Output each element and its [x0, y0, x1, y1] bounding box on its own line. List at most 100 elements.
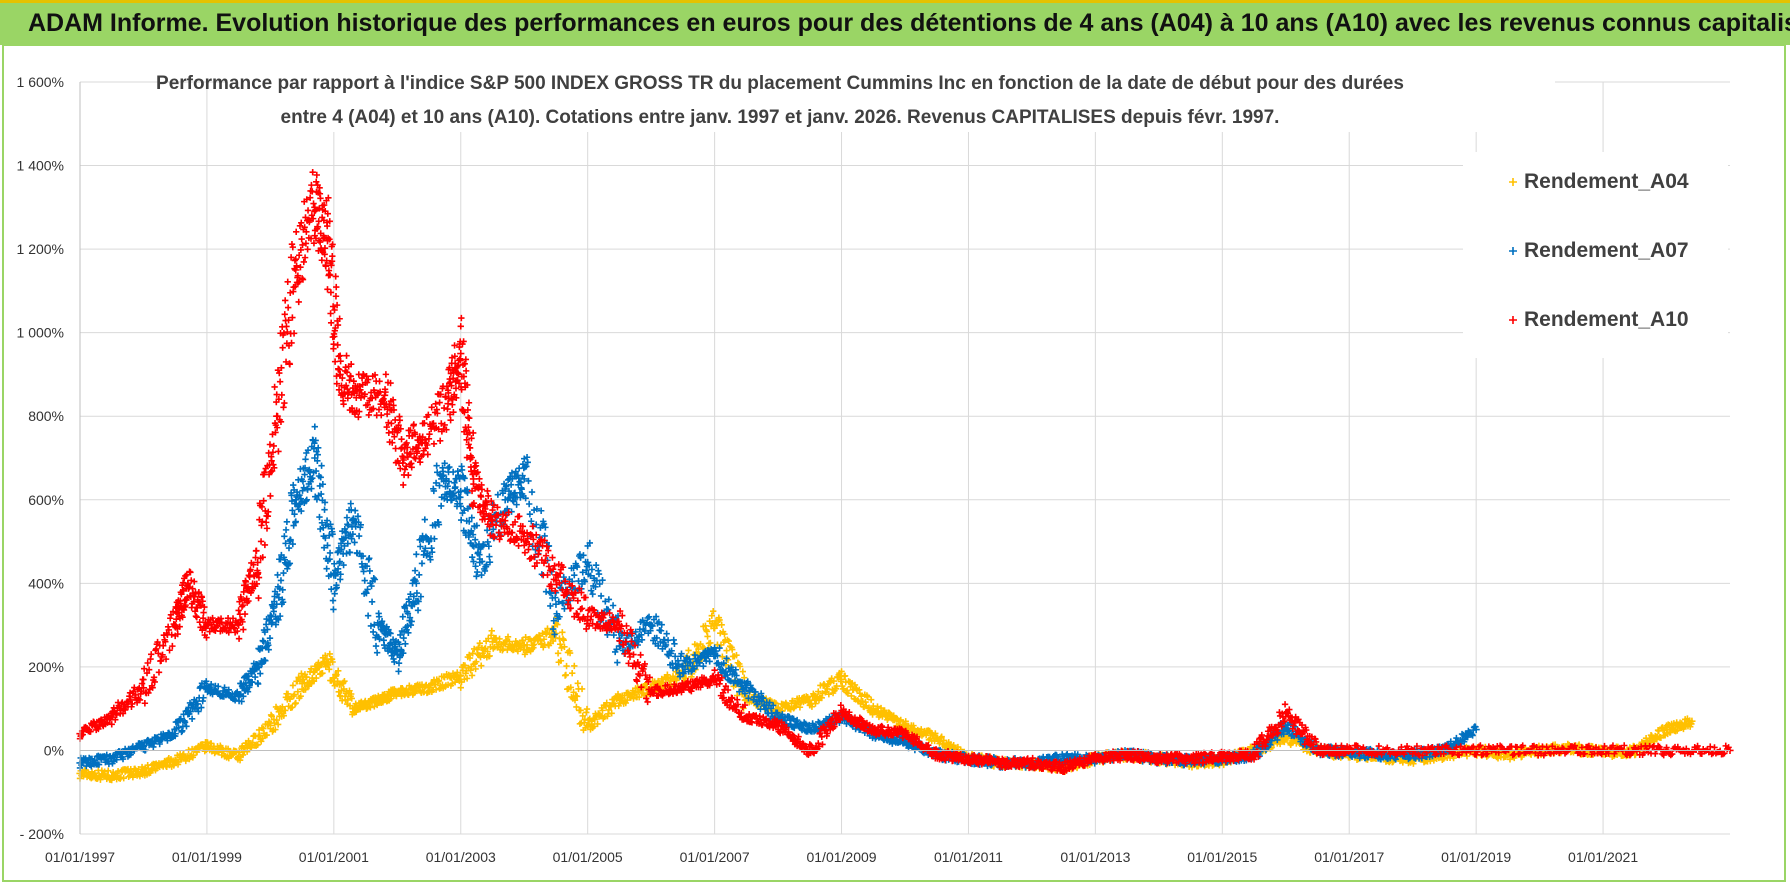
data-point [460, 507, 468, 514]
data-point [399, 613, 407, 620]
data-point [436, 482, 443, 489]
data-point [424, 550, 431, 557]
data-point [574, 680, 582, 687]
data-point [254, 741, 261, 749]
data-point [513, 501, 520, 508]
data-point [464, 489, 471, 496]
data-point [693, 642, 701, 649]
data-point [840, 685, 847, 692]
data-point [120, 774, 127, 782]
data-point [552, 629, 560, 638]
data-point [695, 645, 702, 653]
data-point [299, 478, 307, 485]
data-point [440, 471, 447, 479]
data-point [195, 708, 202, 715]
data-point [589, 590, 596, 598]
data-point [255, 594, 262, 602]
data-point [276, 612, 284, 620]
data-point [177, 715, 185, 723]
data-point [322, 534, 329, 542]
data-point [460, 473, 467, 481]
data-point [344, 696, 352, 704]
data-point [472, 563, 479, 570]
data-point [445, 478, 453, 485]
data-point [253, 547, 260, 554]
data-point [386, 640, 394, 647]
data-point [348, 695, 355, 702]
data-point [391, 658, 398, 666]
data-point [346, 549, 354, 556]
data-point [207, 680, 215, 688]
data-point [296, 491, 303, 499]
data-point [314, 451, 321, 458]
data-point [933, 734, 941, 742]
data-point [390, 655, 397, 663]
data-point [285, 544, 293, 552]
data-point [367, 704, 374, 711]
data-point [571, 572, 578, 579]
data-point [458, 466, 466, 474]
data-point [476, 639, 484, 647]
data-point [280, 569, 287, 577]
data-point [275, 594, 283, 601]
data-point [540, 636, 548, 643]
data-point [285, 561, 292, 568]
data-point [302, 497, 310, 505]
data-point [319, 669, 326, 677]
data-point [591, 716, 598, 723]
data-point [494, 491, 502, 498]
data-point [148, 651, 155, 658]
data-point [721, 630, 728, 638]
data-point [368, 582, 375, 590]
data-point [312, 437, 319, 444]
data-point [281, 707, 289, 714]
data-point [549, 637, 557, 645]
data-point [671, 640, 678, 648]
data-point [327, 521, 334, 528]
data-point [410, 593, 418, 600]
data-point [449, 468, 457, 476]
data-point [363, 589, 370, 597]
data-point [615, 696, 624, 704]
data-point [570, 689, 577, 696]
data-point [563, 662, 570, 670]
data-point [286, 560, 294, 567]
data-point [490, 526, 497, 533]
data-point [272, 726, 279, 733]
data-point [1662, 725, 1671, 734]
data-point [301, 464, 309, 472]
data-point [243, 748, 251, 755]
data-point [269, 619, 276, 626]
data-point [422, 545, 429, 552]
data-point [355, 532, 363, 540]
data-point [577, 707, 584, 714]
data-point [457, 516, 465, 524]
data-point [307, 476, 315, 483]
data-point [719, 653, 726, 660]
data-point [710, 608, 717, 615]
data-point [466, 654, 474, 662]
data-point [292, 518, 299, 525]
data-point [414, 607, 422, 614]
data-point [432, 686, 440, 693]
data-point [300, 484, 308, 491]
data-point [808, 703, 816, 710]
data-point [468, 554, 476, 561]
data-point [435, 677, 443, 684]
data-point [504, 476, 512, 484]
data-point [736, 663, 744, 670]
data-point [418, 560, 426, 567]
data-point [141, 700, 149, 707]
data-point [262, 657, 269, 664]
data-point [507, 481, 515, 488]
data-point [291, 510, 298, 518]
data-point [282, 526, 290, 534]
data-point [723, 647, 730, 654]
chart-frame [2, 44, 1786, 882]
data-point [590, 723, 598, 730]
data-point [468, 514, 475, 521]
data-point [257, 670, 264, 677]
data-point [400, 649, 407, 657]
data-point [374, 696, 382, 704]
data-point [341, 542, 348, 550]
